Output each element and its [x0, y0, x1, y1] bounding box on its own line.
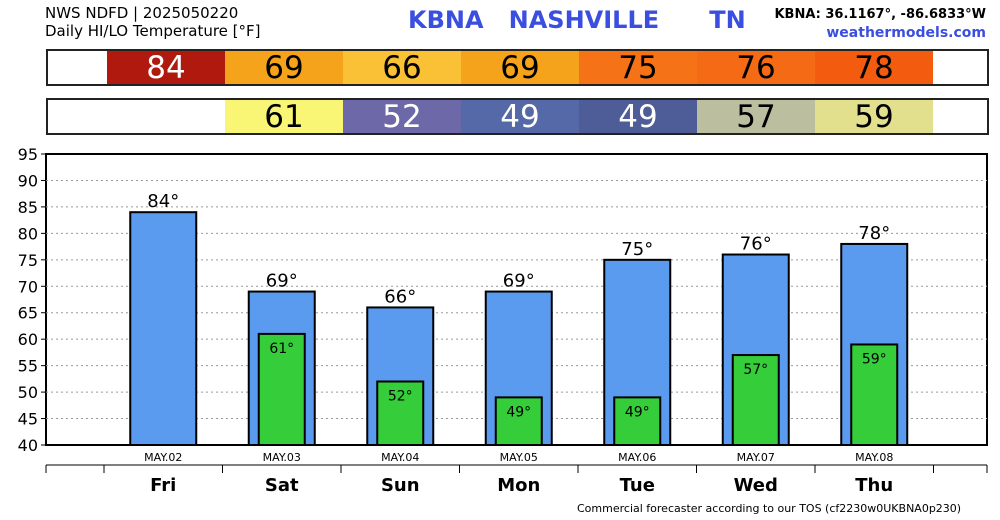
low-temp-cell-4: 49	[579, 100, 697, 134]
date-label-fri: MAY.02	[144, 451, 182, 464]
high-temp-cell-4: 69	[461, 51, 579, 85]
y-tick-label: 40	[18, 436, 38, 455]
y-tick-label: 65	[18, 304, 38, 323]
y-tick-label: 85	[18, 198, 38, 217]
date-label-thu: MAY.08	[855, 451, 893, 464]
hi-label-tue: 75°	[621, 239, 653, 260]
high-temp-cell-5: 75	[579, 51, 697, 85]
day-label-fri: Fri	[150, 475, 176, 496]
high-temp-cell-2: 69	[225, 51, 343, 85]
lo-label-sat: 61°	[269, 341, 294, 357]
high-temp-cell-1: 84	[107, 51, 225, 85]
date-label-wed: MAY.07	[737, 451, 775, 464]
lo-bar-sat	[257, 332, 306, 447]
hi-label-wed: 76°	[740, 234, 772, 255]
y-tick-label: 70	[18, 277, 38, 296]
header-right: KBNA: 36.1167°, -86.6833°W weathermodels…	[774, 6, 986, 42]
day-label-tue: Tue	[620, 475, 655, 496]
lo-label-sun: 52°	[388, 389, 413, 405]
y-tick-label: 75	[18, 251, 38, 270]
low-temp-cell-6: 59	[815, 100, 933, 134]
day-label-sat: Sat	[265, 475, 299, 496]
header-left: NWS NDFD | 2025050220 Daily HI/LO Temper…	[45, 4, 261, 40]
day-label-thu: Thu	[855, 475, 893, 496]
high-temp-cell-6: 76	[697, 51, 815, 85]
model-run-label: NWS NDFD | 2025050220	[45, 4, 239, 22]
high-temp-cell-3: 66	[343, 51, 461, 85]
temperature-bar-chart: 40 45 50 55 60 65 70 75 80 85 90 95 84° MAY.02 Fri 69° 6…	[18, 145, 988, 496]
date-label-sun: MAY.04	[381, 451, 419, 464]
lo-bar-wed	[731, 354, 780, 447]
high-temp-cell-7: 78	[815, 51, 933, 85]
lo-bar-mon	[494, 396, 543, 446]
station-coords: KBNA: 36.1167°, -86.6833°W	[774, 7, 986, 22]
y-tick-label: 90	[18, 171, 38, 190]
low-temp-cell-1: 61	[225, 100, 343, 134]
hi-label-fri: 84°	[147, 191, 179, 212]
hi-label-sat: 69°	[266, 271, 298, 292]
site-link[interactable]: weathermodels.com	[826, 25, 986, 41]
y-tick-label: 80	[18, 224, 38, 243]
hi-label-thu: 78°	[858, 223, 890, 244]
y-tick-label: 45	[18, 410, 38, 429]
y-tick-label: 95	[18, 145, 38, 164]
date-label-sat: MAY.03	[263, 451, 301, 464]
footer-note: Commercial forecaster according to our T…	[577, 502, 962, 515]
day-label-mon: Mon	[497, 475, 540, 496]
lo-bar-sun	[376, 380, 425, 447]
lo-bar-tue	[613, 396, 662, 446]
low-temp-strip: 61 52 49 49 57 59	[46, 98, 989, 135]
high-temp-strip: 84 69 66 69 75 76 78	[46, 49, 989, 86]
lo-label-wed: 57°	[743, 362, 768, 378]
hi-label-mon: 69°	[503, 271, 535, 292]
hi-label-sun: 66°	[384, 286, 416, 307]
product-title: Daily HI/LO Temperature [°F]	[45, 22, 261, 40]
hi-bar-fri	[129, 211, 198, 446]
y-tick-label: 55	[18, 357, 38, 376]
lo-label-tue: 49°	[625, 404, 650, 420]
date-label-tue: MAY.06	[618, 451, 656, 464]
low-temp-cell-3: 49	[461, 100, 579, 134]
lo-label-mon: 49°	[506, 404, 531, 420]
low-temp-cell-5: 57	[697, 100, 815, 134]
lo-label-thu: 59°	[862, 351, 887, 367]
lo-bar-thu	[850, 343, 899, 447]
date-label-mon: MAY.05	[500, 451, 538, 464]
y-tick-label: 50	[18, 383, 38, 402]
day-label-sun: Sun	[381, 475, 420, 496]
day-label-wed: Wed	[734, 475, 778, 496]
low-temp-cell-2: 52	[343, 100, 461, 134]
y-tick-label: 60	[18, 330, 38, 349]
station-title: KBNA NASHVILLE TN	[408, 6, 746, 34]
